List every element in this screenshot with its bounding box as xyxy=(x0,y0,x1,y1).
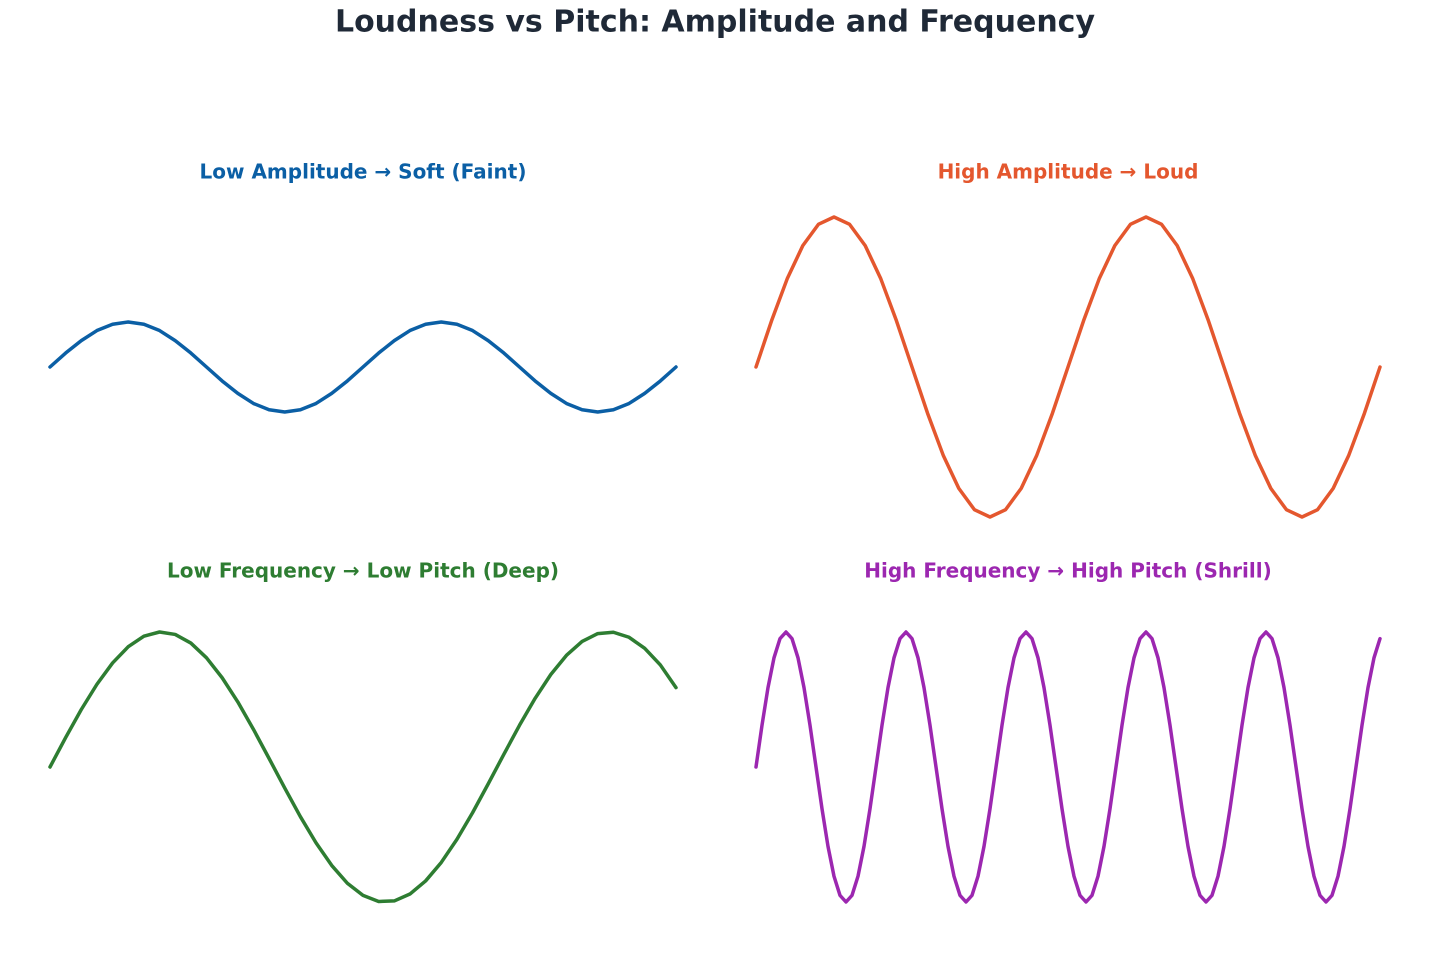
wave-line xyxy=(48,320,678,414)
figure-title: Loudness vs Pitch: Amplitude and Frequen… xyxy=(335,5,1096,40)
panel-title: Low Frequency → Low Pitch (Deep) xyxy=(167,559,559,583)
wave-line xyxy=(48,630,678,904)
panel-title: Low Amplitude → Soft (Faint) xyxy=(200,160,527,184)
wave-line xyxy=(754,215,1382,519)
panel-title: High Amplitude → Loud xyxy=(938,160,1199,184)
wave-line xyxy=(754,630,1382,904)
panel-title: High Frequency → High Pitch (Shrill) xyxy=(864,559,1271,583)
